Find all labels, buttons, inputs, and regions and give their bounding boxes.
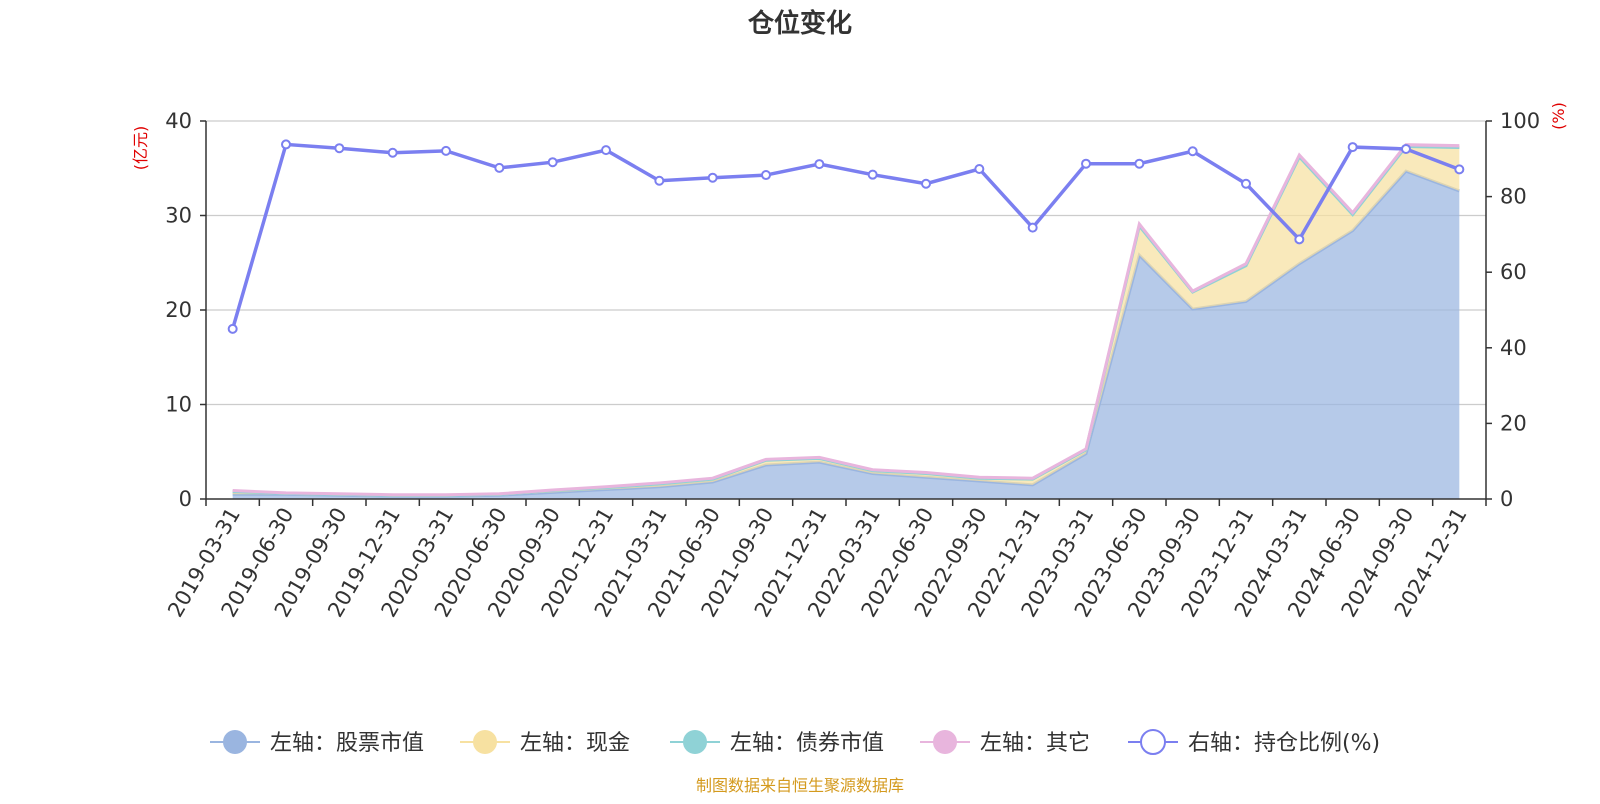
- legend-marker: [1140, 729, 1166, 755]
- right-axis-tick-label: 40: [1500, 336, 1527, 360]
- left-axis-tick-label: 20: [165, 298, 192, 322]
- holding-ratio-point: [1027, 222, 1038, 233]
- legend-marker: [933, 730, 957, 754]
- holding-ratio-point: [387, 147, 398, 158]
- holding-ratio-point: [921, 178, 931, 189]
- holding-ratio-point: [601, 145, 611, 156]
- holding-ratio-point: [227, 323, 238, 334]
- holding-ratio-point: [1347, 142, 1358, 153]
- holding-ratio-point: [1401, 143, 1411, 154]
- stacked-area-series: [232, 171, 1460, 499]
- source-note: 制图数据来自恒生聚源数据库: [696, 776, 904, 795]
- left-axis-unit: (亿元): [131, 126, 150, 171]
- legend-label: 左轴：其它: [980, 731, 1090, 756]
- left-axis-tick-label: 0: [179, 487, 192, 511]
- legend-label: 左轴：现金: [520, 731, 630, 756]
- holding-ratio-point: [1454, 164, 1465, 175]
- holding-ratio-point: [867, 169, 878, 180]
- holding-ratio-line: [230, 142, 1460, 330]
- right-axis-tick-label: 20: [1500, 411, 1527, 435]
- left-axis-tick-label: 10: [165, 393, 192, 417]
- right-axis-tick-label: 80: [1500, 185, 1527, 209]
- area-layer: [232, 143, 1460, 499]
- stacked-area-outline: [232, 143, 1460, 497]
- holding-ratio-point: [707, 172, 718, 183]
- right-axis-tick-label: 0: [1500, 487, 1513, 511]
- holding-ratio-point: [1187, 146, 1198, 157]
- holding-ratio-point: [281, 139, 291, 150]
- holding-ratio-point: [1241, 178, 1251, 189]
- right-axis-tick-label: 60: [1500, 260, 1527, 284]
- holding-ratio-point: [1134, 158, 1145, 169]
- right-axis-tick-label: 100: [1500, 109, 1540, 133]
- holding-ratio-point: [761, 170, 771, 181]
- ratio-line-layer: [227, 139, 1465, 334]
- chart-title: 仓位变化: [747, 8, 852, 39]
- holding-ratio-point: [1294, 234, 1305, 245]
- holding-ratio-point: [334, 143, 345, 154]
- legend-marker: [473, 730, 497, 754]
- left-axis-tick-label: 40: [165, 109, 192, 133]
- holding-ratio-point: [547, 157, 558, 168]
- holding-ratio-point: [814, 159, 825, 170]
- legend-marker: [223, 730, 247, 754]
- legend-label: 左轴：股票市值: [270, 731, 424, 756]
- left-axis-tick-label: 30: [165, 204, 192, 228]
- legend-label: 左轴：债券市值: [730, 731, 884, 756]
- holding-ratio-point: [974, 164, 985, 175]
- legend-label: 右轴：持仓比例(%): [1188, 731, 1380, 756]
- holding-ratio-point: [441, 145, 451, 156]
- right-axis-unit: (%): [1549, 102, 1568, 130]
- holding-ratio-point: [494, 162, 505, 173]
- holding-ratio-point: [654, 175, 665, 186]
- legend: 左轴：股票市值 左轴：现金 左轴：债券市值 左轴：其它 右轴：持仓比例(%): [210, 729, 1380, 756]
- holding-ratio-point: [1081, 158, 1091, 169]
- legend-marker: [683, 730, 707, 754]
